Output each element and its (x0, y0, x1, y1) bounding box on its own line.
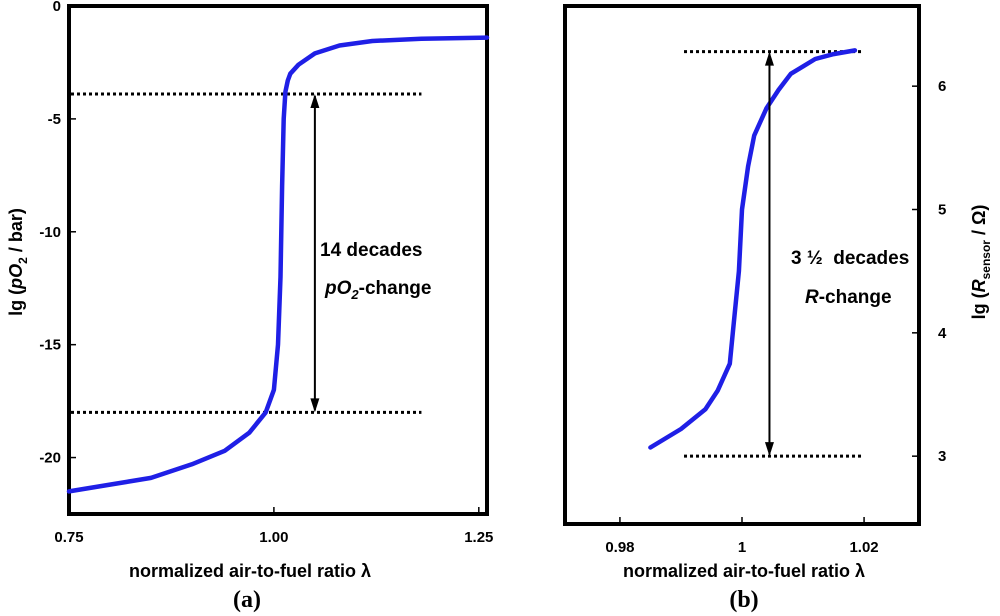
panel-b-annotation-line2: R-change (805, 287, 892, 308)
panel-a-annotation-line2: pO2-change (324, 278, 431, 302)
panel-b-resistance-curve (648, 48, 858, 450)
panel-b-ylabel-r: R (969, 279, 989, 292)
panel-a-ylabel-p: pO (6, 264, 26, 290)
panel-b-ylabel-suffix: / Ω) (969, 205, 989, 240)
panel-a-ylabel-suffix: / bar) (6, 208, 26, 257)
panel-a-x-tick-label: 0.75 (54, 529, 83, 546)
panel-b-y-ticks: 3 4 5 6 (912, 78, 947, 465)
panel-b-annotation-r: R (805, 287, 819, 308)
panel-b-ylabel-prefix: lg ( (969, 292, 989, 319)
panel-b-label: (b) (729, 587, 758, 613)
panel-b-y-tick-label: 6 (938, 78, 946, 95)
panel-b-arrow-head-bottom (764, 442, 774, 457)
panel-a-arrow-head-bottom (310, 398, 320, 413)
panel-b-x-ticks: 0.98 1 1.02 (605, 517, 879, 556)
panel-b-ylabel-sub: sensor (979, 240, 993, 280)
panel-a-y-tick-label: -10 (39, 224, 61, 241)
panel-b-y-axis-label: lg (Rsensor / Ω) (969, 205, 993, 320)
panel-a-x-axis-label: normalized air-to-fuel ratio λ (129, 561, 371, 581)
panel-a-annotation-rest: -change (359, 278, 432, 299)
panel-a-annotation-sub: 2 (350, 287, 359, 302)
panel-a-reference-lines (71, 92, 422, 414)
panel-a-y-tick-label: -20 (39, 450, 61, 467)
panel-b-annotation-rest: -change (819, 287, 892, 308)
panel-b-x-tick-label: 1 (738, 539, 746, 556)
panel-a-y-tick-label: -5 (48, 111, 61, 128)
panel-b-y-tick-label: 5 (938, 202, 946, 219)
panel-a-x-ticks: 0.75 1.00 1.25 (54, 507, 493, 546)
panel-a-x-tick-label: 1.25 (464, 529, 493, 546)
panel-a-y-axis-label: lg (pO2 / bar) (6, 208, 30, 316)
panel-a-y-tick-label: -15 (39, 337, 61, 354)
panel-a-plot-frame (67, 4, 489, 516)
panel-a-annotation-po: pO (324, 278, 352, 299)
panel-a-po2-curve (66, 35, 490, 494)
panel-a-arrow-head-top (310, 94, 320, 109)
panel-a-annotation-line1: 14 decades (320, 240, 422, 261)
panel-a-ylabel-sub: 2 (16, 257, 30, 264)
panel-a-y-tick-label: 0 (53, 0, 61, 15)
panel-a-x-tick-label: 1.00 (259, 529, 288, 546)
panel-b-x-tick-label: 1.02 (849, 539, 878, 556)
panel-a-double-arrow (310, 94, 320, 413)
panel-b-double-arrow (764, 51, 774, 457)
panel-b-x-tick-label: 0.98 (605, 539, 634, 556)
panel-b-y-tick-label: 3 (938, 448, 946, 465)
panel-b-x-axis-label: normalized air-to-fuel ratio λ (623, 561, 865, 581)
panel-a-ylabel-prefix: lg ( (6, 289, 26, 316)
panel-b-arrow-head-top (764, 51, 774, 66)
panel-a-label: (a) (233, 587, 261, 613)
panel-a: 0-5-10-15-20 0.75 1.00 1.25 14 decades pO2… (6, 0, 493, 613)
panel-a-y-ticks: 0 -5 -10 -15 -20 (39, 0, 76, 467)
panel-b-annotation-line1: 3 ½ decades (791, 248, 909, 269)
panel-b-y-tick-label: 4 (938, 325, 947, 342)
